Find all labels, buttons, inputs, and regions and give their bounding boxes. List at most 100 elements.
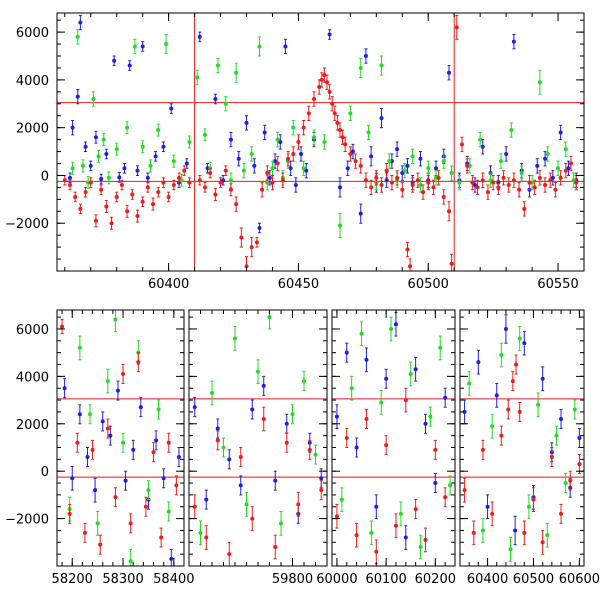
- y-tick-label: 2000: [16, 418, 49, 433]
- marker: [115, 388, 120, 393]
- chart-panel-bottom: 58200 58300 58400 59800 60000 60100 60200 60400…: [5, 309, 600, 587]
- data-point: [304, 163, 309, 179]
- data-point: [359, 321, 364, 347]
- data-point: [387, 153, 392, 169]
- marker: [563, 147, 568, 152]
- data-point: [108, 425, 113, 446]
- marker: [236, 156, 241, 161]
- data-point: [140, 196, 145, 207]
- data-point: [278, 134, 283, 150]
- data-point: [135, 165, 140, 176]
- marker: [522, 530, 527, 535]
- data-point: [70, 161, 75, 175]
- marker: [395, 147, 400, 152]
- data-point: [475, 179, 480, 196]
- marker: [265, 171, 270, 176]
- data-point: [99, 184, 104, 196]
- data-point: [73, 191, 78, 203]
- marker: [443, 495, 448, 500]
- data-point: [238, 475, 243, 496]
- marker: [75, 34, 80, 39]
- data-point: [270, 174, 275, 191]
- data-point: [210, 380, 214, 406]
- marker: [132, 44, 137, 49]
- data-point: [143, 496, 148, 517]
- data-point: [543, 177, 548, 193]
- plot-area: [332, 311, 455, 565]
- marker: [154, 438, 159, 443]
- marker: [227, 552, 232, 557]
- data-point: [221, 174, 226, 186]
- marker: [136, 360, 141, 365]
- marker: [454, 25, 459, 30]
- marker: [558, 130, 563, 135]
- data-point: [93, 477, 98, 503]
- marker: [117, 175, 122, 180]
- marker: [428, 414, 433, 419]
- marker: [485, 190, 490, 195]
- marker: [145, 185, 150, 190]
- marker: [577, 436, 582, 440]
- marker: [238, 454, 243, 459]
- data-point: [99, 173, 104, 185]
- data-point: [159, 527, 164, 548]
- marker: [480, 144, 485, 149]
- x-tick-label: 60200: [415, 572, 456, 587]
- marker: [109, 221, 114, 226]
- data-point: [405, 241, 410, 258]
- data-point: [344, 428, 349, 448]
- marker: [91, 97, 96, 101]
- data-point: [349, 375, 354, 401]
- marker: [506, 183, 511, 187]
- data-point: [393, 513, 398, 539]
- data-point: [156, 123, 161, 137]
- marker: [389, 326, 394, 331]
- marker: [100, 419, 105, 424]
- data-point: [192, 397, 197, 418]
- data-point: [467, 371, 472, 396]
- data-point: [284, 413, 289, 434]
- marker: [327, 32, 332, 37]
- data-point: [403, 387, 408, 413]
- marker: [379, 400, 384, 405]
- data-point: [334, 503, 339, 529]
- data-point: [261, 406, 266, 432]
- data-point: [227, 449, 232, 470]
- marker: [88, 412, 93, 417]
- data-point: [457, 174, 462, 191]
- data-point: [395, 141, 400, 157]
- marker: [499, 433, 504, 438]
- data-point: [101, 133, 106, 147]
- data-point: [293, 177, 298, 193]
- data-point: [535, 158, 540, 174]
- marker: [403, 398, 408, 403]
- marker: [535, 163, 540, 168]
- data-point: [204, 489, 209, 510]
- marker: [537, 175, 542, 180]
- data-point: [531, 487, 536, 512]
- data-point: [343, 136, 348, 153]
- marker: [337, 185, 342, 190]
- x-tick-label: 60500: [513, 572, 554, 587]
- marker: [339, 497, 344, 502]
- marker: [273, 545, 278, 550]
- data-point: [228, 183, 233, 197]
- data-point: [462, 477, 467, 503]
- data-point: [496, 179, 501, 196]
- data-point: [273, 534, 278, 560]
- marker: [374, 504, 379, 509]
- marker: [441, 194, 446, 199]
- marker: [75, 94, 80, 99]
- data-point: [198, 520, 203, 546]
- marker: [384, 168, 389, 173]
- data-point: [96, 149, 101, 163]
- data-point: [135, 209, 140, 223]
- marker: [77, 345, 82, 350]
- data-point: [577, 454, 582, 475]
- marker: [441, 159, 446, 164]
- data-point: [75, 88, 80, 105]
- marker: [418, 545, 423, 550]
- marker: [215, 426, 220, 431]
- data-point: [428, 406, 433, 427]
- data-point: [553, 182, 558, 198]
